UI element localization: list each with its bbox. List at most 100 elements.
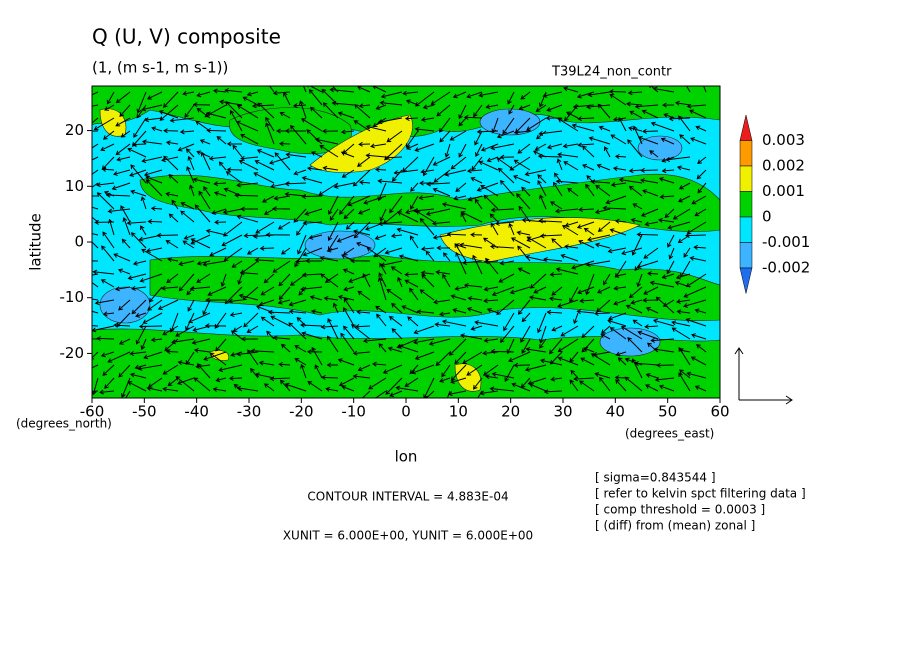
vector-arrow: [187, 155, 195, 171]
vector-arrow: [356, 241, 371, 249]
vector-arrow: [474, 320, 499, 327]
vector-arrow: [307, 380, 323, 392]
vector-arrow: [581, 325, 595, 339]
vector-arrow: [389, 195, 403, 214]
vector-arrow: [184, 104, 195, 118]
vector-arrow: [644, 324, 659, 330]
vector-arrow: [450, 294, 467, 301]
vector-arrow: [577, 142, 595, 148]
vector-arrow: [703, 86, 707, 93]
vector-arrow: [390, 233, 403, 239]
vector-arrow: [694, 208, 707, 217]
vector-arrow: [250, 367, 259, 379]
vector-arrow: [587, 234, 611, 242]
vector-arrow: [333, 182, 355, 189]
vector-arrow: [576, 309, 595, 315]
vector-arrow: [294, 247, 307, 268]
vector-arrow: [543, 256, 563, 262]
vector-arrow: [185, 148, 195, 158]
vector-arrow: [329, 87, 355, 93]
vector-arrow: [338, 377, 355, 387]
vector-arrow: [474, 198, 483, 210]
vector-arrow: [666, 260, 675, 275]
vector-arrow: [583, 346, 595, 353]
vector-arrow: [483, 286, 499, 292]
vector-arrow: [450, 377, 467, 384]
vector-arrow: [225, 171, 243, 184]
vector-arrow: [590, 179, 611, 185]
vector-arrow: [536, 312, 547, 334]
vector-arrow: [526, 236, 547, 249]
vector-arrow: [250, 348, 275, 354]
vector-arrow: [511, 382, 531, 392]
vector-arrow: [425, 390, 435, 398]
vector-arrow: [274, 152, 291, 171]
vector-arrow: [361, 390, 371, 398]
vector-arrow: [343, 286, 355, 292]
vector-arrow: [156, 232, 179, 238]
vector-arrow: [379, 262, 387, 275]
vector-arrow: [96, 336, 115, 341]
subtitle: (1, (m s-1, m s-1)): [92, 59, 228, 77]
vector-arrow: [516, 230, 531, 236]
vector-arrow: [208, 155, 227, 161]
vector-arrow: [118, 268, 131, 275]
vector-arrow: [323, 295, 339, 301]
vector-arrow: [634, 104, 659, 109]
contour-field: [92, 86, 720, 398]
vector-arrow: [300, 363, 307, 379]
vector-arrow: [101, 245, 115, 262]
vector-arrow: [385, 377, 403, 395]
vector-arrow: [265, 116, 275, 132]
x-tick-label: 50: [658, 403, 677, 421]
vector-arrow: [665, 156, 691, 162]
vector-arrow: [632, 319, 643, 327]
vector-arrow: [240, 155, 259, 161]
vector-arrow: [596, 299, 611, 313]
vector-arrow: [341, 385, 355, 392]
vector-arrow: [232, 144, 243, 158]
vector-arrow: [292, 103, 307, 109]
vector-arrow: [528, 383, 547, 392]
vector-arrow: [236, 104, 259, 119]
colorbar-label: 0.001: [762, 182, 805, 200]
vector-arrow: [667, 234, 675, 248]
vector-arrow: [569, 286, 579, 303]
vector-arrow: [256, 149, 275, 158]
vector-arrow: [247, 349, 259, 366]
vector-arrow: [214, 219, 227, 225]
vector-arrow: [104, 104, 115, 111]
vector-arrow: [278, 286, 291, 300]
vector-arrow: [449, 130, 467, 141]
y-tick-label: -10: [60, 288, 85, 306]
vector-arrow: [504, 364, 515, 382]
vector-arrow: [636, 232, 659, 237]
vector-arrow: [196, 260, 211, 266]
vector-arrow: [92, 195, 99, 197]
vector-arrow: [458, 117, 467, 127]
vector-arrow: [331, 100, 355, 106]
vector-arrow: [554, 208, 579, 214]
vector-arrow: [560, 253, 579, 262]
vector-arrow: [203, 186, 211, 197]
vector-arrow: [549, 272, 563, 278]
vector-arrow: [215, 338, 227, 352]
vector-arrow: [444, 143, 451, 158]
vector-arrow: [678, 346, 691, 366]
vector-arrow: [507, 91, 515, 105]
vector-arrow: [343, 307, 355, 327]
vector-arrow: [115, 143, 131, 156]
vector-arrow: [386, 288, 403, 301]
vector-arrow: [212, 386, 227, 392]
vector-arrow: [594, 372, 611, 379]
vector-arrow: [689, 109, 707, 119]
vector-arrow: [499, 179, 515, 197]
vector-arrow: [178, 260, 195, 267]
vector-arrow: [151, 126, 163, 132]
vector-arrow: [340, 151, 355, 158]
vector-arrow: [127, 147, 147, 158]
vector-arrow: [92, 351, 99, 360]
vector-arrow: [92, 260, 99, 262]
vector-arrow: [165, 349, 179, 355]
vector-arrow: [629, 110, 643, 119]
